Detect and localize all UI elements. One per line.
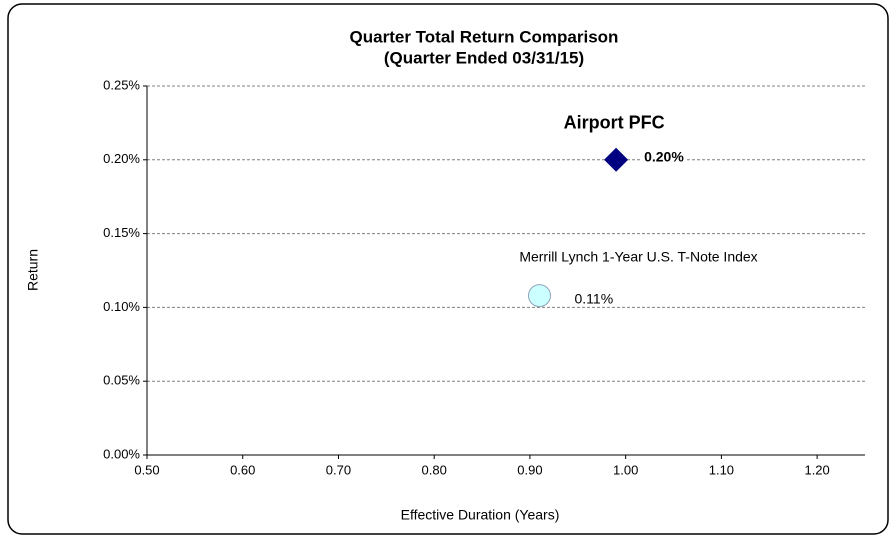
point xyxy=(604,147,629,172)
x-axis-label: Effective Duration (Years) xyxy=(401,507,560,523)
data-label: 0.11% xyxy=(575,290,614,306)
y-tick-label: 0.05% xyxy=(103,373,140,388)
x-tick-label: 0.90 xyxy=(517,462,542,477)
series-label: Merrill Lynch 1-Year U.S. T-Note Index xyxy=(519,248,757,264)
x-tick-label: 1.10 xyxy=(709,462,734,477)
series-label: Airport PFC xyxy=(564,113,665,133)
x-tick-label: 0.60 xyxy=(230,462,255,477)
chart-subtitle: (Quarter Ended 03/31/15) xyxy=(384,48,584,67)
point xyxy=(528,284,552,308)
x-tick-label: 1.20 xyxy=(804,462,829,477)
x-tick-label: 0.80 xyxy=(422,462,447,477)
y-tick-label: 0.00% xyxy=(103,446,140,461)
y-tick-label: 0.20% xyxy=(103,151,140,166)
y-tick-label: 0.25% xyxy=(103,77,140,92)
x-tick-label: 1.00 xyxy=(613,462,638,477)
y-tick-label: 0.10% xyxy=(103,299,140,314)
data-label: 0.20% xyxy=(644,149,684,165)
x-tick-label: 0.70 xyxy=(326,462,351,477)
chart-title: Quarter Total Return Comparison xyxy=(350,27,619,46)
y-tick-label: 0.15% xyxy=(103,225,140,240)
y-axis-label: Return xyxy=(25,249,41,291)
chart-frame xyxy=(7,3,889,535)
x-tick-label: 0.50 xyxy=(134,462,159,477)
